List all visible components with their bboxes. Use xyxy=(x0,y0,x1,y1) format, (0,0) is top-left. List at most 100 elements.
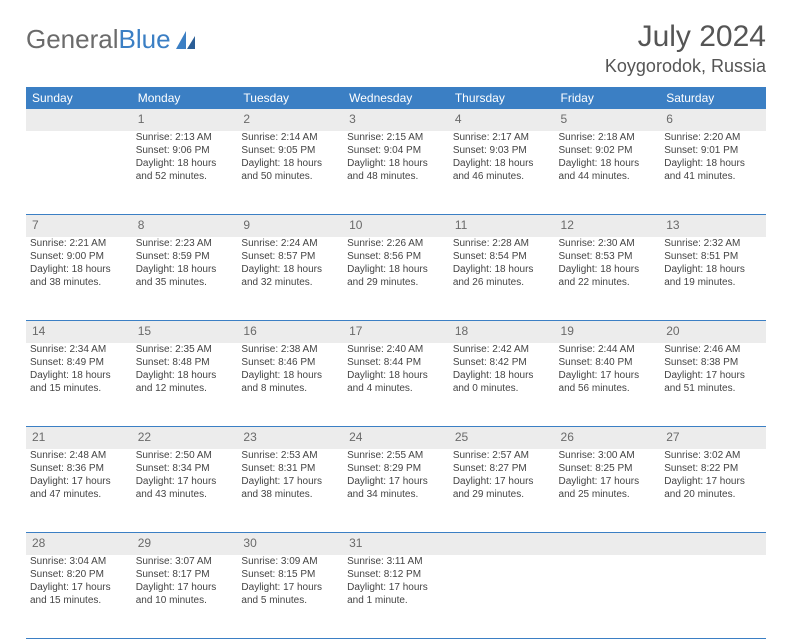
day-number: 20 xyxy=(660,321,766,343)
day-cell: Sunrise: 3:09 AMSunset: 8:15 PMDaylight:… xyxy=(237,555,343,639)
day-cell xyxy=(449,555,555,639)
daylight-text: Daylight: 17 hours and 10 minutes. xyxy=(136,581,234,607)
sunrise-text: Sunrise: 2:34 AM xyxy=(30,343,128,356)
sunset-text: Sunset: 8:36 PM xyxy=(30,462,128,475)
sunrise-text: Sunrise: 2:14 AM xyxy=(241,131,339,144)
day-cell: Sunrise: 2:57 AMSunset: 8:27 PMDaylight:… xyxy=(449,449,555,533)
sunrise-text: Sunrise: 2:40 AM xyxy=(347,343,445,356)
daylight-text: Daylight: 18 hours and 26 minutes. xyxy=(453,263,551,289)
daylight-text: Daylight: 18 hours and 12 minutes. xyxy=(136,369,234,395)
sunrise-text: Sunrise: 2:18 AM xyxy=(559,131,657,144)
sunrise-text: Sunrise: 2:35 AM xyxy=(136,343,234,356)
day-number: 2 xyxy=(237,109,343,131)
day-number: 31 xyxy=(343,533,449,555)
daylight-text: Daylight: 18 hours and 48 minutes. xyxy=(347,157,445,183)
day-cell: Sunrise: 2:26 AMSunset: 8:56 PMDaylight:… xyxy=(343,237,449,321)
sunrise-text: Sunrise: 2:55 AM xyxy=(347,449,445,462)
sunrise-text: Sunrise: 3:09 AM xyxy=(241,555,339,568)
sunrise-text: Sunrise: 2:57 AM xyxy=(453,449,551,462)
sunrise-text: Sunrise: 2:42 AM xyxy=(453,343,551,356)
sunrise-text: Sunrise: 2:21 AM xyxy=(30,237,128,250)
day-cell: Sunrise: 2:15 AMSunset: 9:04 PMDaylight:… xyxy=(343,131,449,215)
daylight-text: Daylight: 17 hours and 34 minutes. xyxy=(347,475,445,501)
header: GeneralBlue July 2024 Koygorodok, Russia xyxy=(26,20,766,77)
day-number: 8 xyxy=(132,215,238,237)
day-cell: Sunrise: 2:13 AMSunset: 9:06 PMDaylight:… xyxy=(132,131,238,215)
sunset-text: Sunset: 8:53 PM xyxy=(559,250,657,263)
day-cell: Sunrise: 2:17 AMSunset: 9:03 PMDaylight:… xyxy=(449,131,555,215)
sunset-text: Sunset: 8:34 PM xyxy=(136,462,234,475)
month-title: July 2024 xyxy=(605,20,766,54)
sunset-text: Sunset: 9:05 PM xyxy=(241,144,339,157)
brand-part1: General xyxy=(26,24,119,55)
day-number: 12 xyxy=(555,215,661,237)
sunset-text: Sunset: 8:56 PM xyxy=(347,250,445,263)
sunset-text: Sunset: 8:59 PM xyxy=(136,250,234,263)
day-number: 24 xyxy=(343,427,449,449)
sunrise-text: Sunrise: 2:44 AM xyxy=(559,343,657,356)
day-content-row: Sunrise: 2:34 AMSunset: 8:49 PM Daylight:… xyxy=(26,343,766,427)
sunrise-text: Sunrise: 2:53 AM xyxy=(241,449,339,462)
logo-sail-icon xyxy=(175,30,197,50)
daylight-text: Daylight: 17 hours and 15 minutes. xyxy=(30,581,128,607)
daylight-text: Daylight: 17 hours and 29 minutes. xyxy=(453,475,551,501)
day-number: 13 xyxy=(660,215,766,237)
sunrise-text: Sunrise: 2:38 AM xyxy=(241,343,339,356)
sunset-text: Sunset: 8:25 PM xyxy=(559,462,657,475)
daynum-row: 28293031 xyxy=(26,533,766,555)
daylight-text: Daylight: 18 hours and 52 minutes. xyxy=(136,157,234,183)
daylight-text: Daylight: 18 hours and 38 minutes. xyxy=(30,263,128,289)
sunset-text: Sunset: 9:04 PM xyxy=(347,144,445,157)
brand-logo: GeneralBlue xyxy=(26,24,197,55)
day-cell xyxy=(26,131,132,215)
day-cell: Sunrise: 3:04 AMSunset: 8:20 PMDaylight:… xyxy=(26,555,132,639)
day-cell: Sunrise: 2:55 AMSunset: 8:29 PMDaylight:… xyxy=(343,449,449,533)
weekday-header: Saturday xyxy=(660,87,766,109)
day-cell: Sunrise: 2:24 AMSunset: 8:57 PMDaylight:… xyxy=(237,237,343,321)
day-cell: Sunrise: 2:42 AMSunset: 8:42 PMDaylight:… xyxy=(449,343,555,427)
daylight-text: Daylight: 17 hours and 43 minutes. xyxy=(136,475,234,501)
sunrise-text: Sunrise: 2:17 AM xyxy=(453,131,551,144)
day-number: 11 xyxy=(449,215,555,237)
day-cell: Sunrise: 2:46 AMSunset: 8:38 PMDaylight:… xyxy=(660,343,766,427)
day-number: 5 xyxy=(555,109,661,131)
daylight-text: Daylight: 18 hours and 32 minutes. xyxy=(241,263,339,289)
sunset-text: Sunset: 8:44 PM xyxy=(347,356,445,369)
day-cell: Sunrise: 2:23 AMSunset: 8:59 PMDaylight:… xyxy=(132,237,238,321)
sunrise-text: Sunrise: 2:46 AM xyxy=(664,343,762,356)
day-number: 1 xyxy=(132,109,238,131)
weekday-header: Wednesday xyxy=(343,87,449,109)
sunset-text: Sunset: 8:49 PM xyxy=(30,356,128,369)
day-number: 26 xyxy=(555,427,661,449)
calendar-table: Sunday Monday Tuesday Wednesday Thursday… xyxy=(26,87,766,639)
sunrise-text: Sunrise: 3:04 AM xyxy=(30,555,128,568)
daynum-row: 14151617181920 xyxy=(26,321,766,343)
day-number: 30 xyxy=(237,533,343,555)
daylight-text: Daylight: 18 hours and 29 minutes. xyxy=(347,263,445,289)
day-cell: Sunrise: 2:34 AMSunset: 8:49 PMDaylight:… xyxy=(26,343,132,427)
day-cell: Sunrise: 2:21 AMSunset: 9:00 PMDaylight:… xyxy=(26,237,132,321)
day-number: 4 xyxy=(449,109,555,131)
sunrise-text: Sunrise: 3:02 AM xyxy=(664,449,762,462)
daylight-text: Daylight: 17 hours and 25 minutes. xyxy=(559,475,657,501)
day-content-row: Sunrise: 3:04 AMSunset: 8:20 PMDaylight:… xyxy=(26,555,766,639)
sunrise-text: Sunrise: 2:50 AM xyxy=(136,449,234,462)
day-number: 14 xyxy=(26,321,132,343)
daylight-text: Daylight: 18 hours and 50 minutes. xyxy=(241,157,339,183)
weekday-header: Friday xyxy=(555,87,661,109)
day-number: 22 xyxy=(132,427,238,449)
day-cell: Sunrise: 2:30 AMSunset: 8:53 PMDaylight:… xyxy=(555,237,661,321)
sunset-text: Sunset: 8:31 PM xyxy=(241,462,339,475)
daylight-text: Daylight: 18 hours and 22 minutes. xyxy=(559,263,657,289)
day-number: 19 xyxy=(555,321,661,343)
daylight-text: Daylight: 18 hours and 35 minutes. xyxy=(136,263,234,289)
day-cell: Sunrise: 2:32 AMSunset: 8:51 PMDaylight:… xyxy=(660,237,766,321)
day-cell: Sunrise: 2:14 AMSunset: 9:05 PMDaylight:… xyxy=(237,131,343,215)
location-label: Koygorodok, Russia xyxy=(605,56,766,77)
weekday-header-row: Sunday Monday Tuesday Wednesday Thursday… xyxy=(26,87,766,109)
day-number: 23 xyxy=(237,427,343,449)
daynum-row: 78910111213 xyxy=(26,215,766,237)
day-number xyxy=(449,533,555,555)
sunrise-text: Sunrise: 2:23 AM xyxy=(136,237,234,250)
daylight-text: Daylight: 17 hours and 47 minutes. xyxy=(30,475,128,501)
